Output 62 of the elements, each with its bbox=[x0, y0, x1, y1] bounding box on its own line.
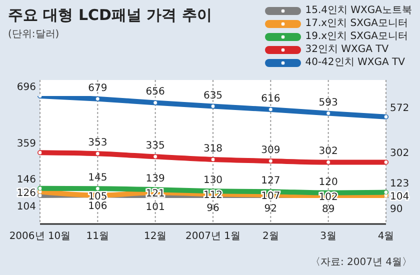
x-tick-label: 2006년 10월 bbox=[9, 231, 71, 242]
data-label: 139 bbox=[146, 174, 165, 185]
data-label: 145 bbox=[88, 172, 108, 184]
chart-title: 주요 대형 LCD패널 가격 추이 bbox=[8, 6, 212, 25]
text: 〈자료: 2007년 4월〉 bbox=[310, 256, 412, 269]
point bbox=[153, 100, 158, 105]
data-label: 616 bbox=[261, 93, 280, 104]
data-label: 593 bbox=[318, 97, 338, 108]
data-label: 120 bbox=[318, 176, 338, 188]
point bbox=[326, 111, 331, 116]
point bbox=[384, 114, 388, 120]
point bbox=[38, 186, 42, 191]
data-label: 572 bbox=[390, 102, 410, 114]
point bbox=[210, 104, 216, 108]
data-label: 696 bbox=[16, 82, 36, 93]
data-label: 679 bbox=[88, 82, 108, 94]
data-label: 302 bbox=[318, 146, 338, 158]
data-label: 126 bbox=[16, 188, 36, 199]
data-label: 92 bbox=[264, 203, 278, 214]
data-label: 123 bbox=[390, 178, 410, 190]
data-label: 309 bbox=[261, 145, 280, 156]
point bbox=[38, 193, 42, 198]
legend-label: 17.x인치 SXGA모니터 bbox=[305, 18, 408, 30]
data-label: 302 bbox=[390, 148, 410, 160]
x-tick-label: 12월 bbox=[144, 231, 167, 242]
data-label: 104 bbox=[16, 201, 36, 212]
data-label: 656 bbox=[146, 86, 165, 98]
data-label: 90 bbox=[390, 204, 403, 215]
point bbox=[153, 154, 158, 159]
data-label: 335 bbox=[146, 140, 165, 152]
legend-label: 15.4인치 WXGA노트북 bbox=[305, 4, 412, 16]
data-label: 635 bbox=[203, 90, 223, 102]
point bbox=[210, 157, 216, 162]
data-label: 106 bbox=[88, 201, 108, 212]
x-tick-label: 11월 bbox=[86, 231, 110, 242]
x-tick-label: 4월 bbox=[378, 231, 394, 242]
x-tick-label: 2월 bbox=[262, 231, 279, 242]
point bbox=[384, 160, 388, 164]
point bbox=[38, 150, 42, 155]
data-label: 89 bbox=[322, 204, 335, 215]
data-label: 96 bbox=[206, 202, 220, 214]
legend-label: 32인치 WXGA TV bbox=[305, 44, 389, 56]
data-label: 127 bbox=[261, 176, 280, 187]
legend-label: 19.x인치 SXGA모니터 bbox=[305, 30, 408, 42]
legend-label: 40-42인치 WXGA TV bbox=[305, 56, 405, 68]
data-label: 359 bbox=[16, 138, 36, 150]
point bbox=[268, 158, 273, 164]
x-tick-label: 2007년 1월 bbox=[186, 231, 240, 242]
data-label: 146 bbox=[16, 174, 36, 186]
x-tick-label: 3월 bbox=[320, 231, 337, 242]
point bbox=[384, 190, 388, 195]
data-label: 104 bbox=[390, 191, 410, 202]
point bbox=[95, 96, 100, 102]
point bbox=[268, 107, 273, 112]
point bbox=[95, 151, 100, 156]
data-label: 318 bbox=[203, 144, 223, 155]
data-label: 353 bbox=[88, 138, 108, 149]
point bbox=[326, 160, 331, 164]
data-label: 101 bbox=[146, 202, 165, 213]
point bbox=[95, 186, 100, 191]
chart-subtitle: (단위:달러) bbox=[8, 28, 60, 41]
data-label: 130 bbox=[203, 175, 223, 186]
